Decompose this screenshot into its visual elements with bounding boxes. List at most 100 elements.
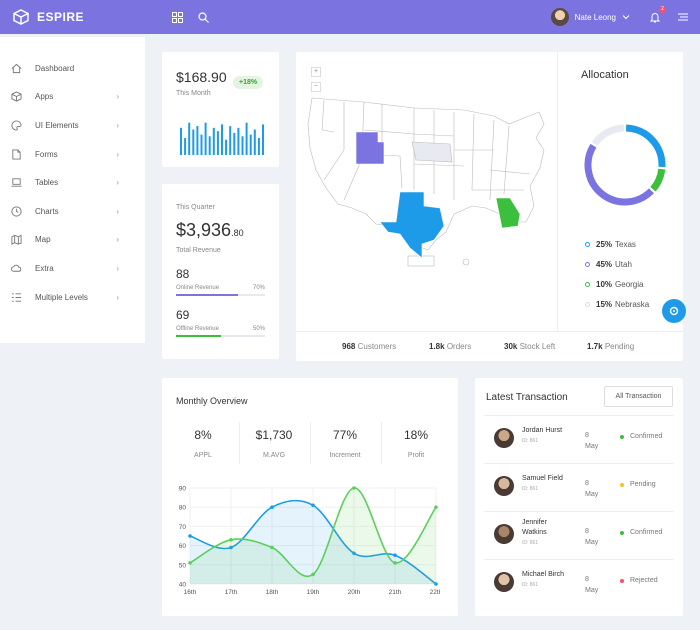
monthly-line-chart: 40 50 60 70 80 90 16th 17th 18th 19th 20th 21th 22th (179, 486, 440, 597)
stat-label: Stock Left (519, 342, 556, 351)
sidebar-item-label: Tables (35, 178, 59, 188)
sidebar-item-extra[interactable]: Extra › (0, 254, 145, 283)
user-avatar[interactable] (550, 8, 569, 26)
transaction-month: May (585, 443, 599, 450)
sidebar-item-map[interactable]: Map › (0, 226, 145, 255)
logo-cube-icon (13, 9, 29, 25)
month-bar (229, 126, 232, 155)
sidebar-item-multiple-levels[interactable]: Multiple Levels › (0, 283, 145, 312)
laptop-icon (11, 178, 22, 187)
sidebar-item-dashboard[interactable]: Dashboard (0, 54, 145, 83)
series-point (311, 503, 315, 508)
month-bar (192, 129, 195, 155)
settings-fab-button[interactable] (662, 299, 686, 323)
offline-revenue-progress (176, 335, 265, 337)
series-point (270, 505, 274, 509)
series-area-1 (190, 487, 436, 584)
month-bar (225, 139, 228, 155)
search-icon[interactable] (196, 10, 210, 24)
online-revenue-progress (176, 294, 265, 296)
transaction-id: ID: 861 (522, 540, 539, 546)
transaction-id: ID: 861 (522, 582, 539, 588)
transaction-status: Rejected (620, 577, 658, 584)
sidebar-item-apps[interactable]: Apps › (0, 83, 145, 112)
legend-item-georgia: 10% Georgia (585, 280, 643, 289)
stat-customers: 968 Customers (342, 342, 396, 351)
legend-dot (585, 262, 590, 267)
offline-revenue-progress-fill (176, 335, 221, 337)
quarter-amount-main: $3,936 (176, 220, 232, 240)
chevron-right-icon: › (116, 92, 119, 102)
month-bar (257, 138, 260, 155)
transaction-id: ID: 861 (522, 438, 539, 444)
transaction-name: Jennifer Watkins (522, 519, 547, 536)
menu-icon[interactable] (676, 10, 690, 24)
transaction-row[interactable]: Jordan Hurst ID: 861 8 May Confirmed (484, 415, 674, 463)
chevron-right-icon: › (116, 263, 119, 273)
grid-icon[interactable] (170, 10, 184, 24)
sidebar-item-forms[interactable]: Forms › (0, 140, 145, 169)
legend-item-texas: 25% Texas (585, 240, 636, 249)
online-revenue-label: Online Revenue (176, 285, 220, 291)
us-map[interactable] (304, 90, 554, 300)
transaction-avatar (494, 476, 514, 496)
transaction-day: 8 (585, 480, 589, 487)
x-tick-label: 16th (184, 589, 197, 596)
overview-stat-label: Profit (407, 452, 425, 459)
month-amount: $168.90 (176, 69, 227, 85)
stat-pending: 1.7k Pending (587, 342, 634, 351)
month-bar (184, 138, 187, 155)
zoom-out-button[interactable]: − (311, 82, 321, 92)
series-point (229, 538, 233, 542)
stat-value: 30k (504, 342, 518, 351)
user-name[interactable]: Nate Leong (574, 12, 616, 22)
chevron-right-icon: › (116, 206, 119, 216)
chevron-right-icon: › (116, 235, 119, 245)
monthly-overview-title: Monthly Overview (176, 396, 248, 406)
total-revenue-label: Total Revenue (176, 247, 221, 254)
overview-stat-appl: 8% APPL (167, 428, 239, 459)
series-area-0 (190, 500, 436, 584)
month-bar (249, 134, 252, 155)
series-point (393, 553, 397, 557)
zoom-in-button[interactable]: + (311, 67, 321, 77)
overview-stat-profit: 18% Profit (380, 428, 452, 459)
transaction-date: 8 May (585, 478, 598, 500)
status-label: Confirmed (630, 433, 663, 440)
all-transaction-button[interactable]: All Transaction (604, 386, 673, 407)
sidebar: Dashboard Apps › UI Elements › Forms › Tables › C… (0, 37, 145, 343)
stat-label: Customers (357, 342, 397, 351)
sidebar-item-tables[interactable]: Tables › (0, 168, 145, 197)
transaction-row[interactable]: Michael Birch ID: 861 8 May Rejected (484, 559, 674, 607)
transaction-row[interactable]: Samuel Field ID: 861 8 May Pending (484, 463, 674, 511)
transaction-row[interactable]: Jennifer Watkins ID: 861 8 May Confirmed (484, 511, 674, 559)
offline-revenue-percent: 50% (252, 326, 265, 332)
month-bar (253, 129, 256, 155)
legend-item-nebraska: 15% Nebraska (585, 300, 649, 309)
month-bar (208, 136, 211, 155)
map-icon (11, 234, 22, 246)
transactions-title: Latest Transaction (486, 392, 568, 403)
top-bar: ESPIRE Nate Leong 2 (0, 0, 700, 34)
stat-label: Pending (604, 342, 635, 351)
chevron-down-icon[interactable] (622, 14, 630, 20)
brand-name: ESPIRE (37, 10, 85, 24)
status-label: Pending (630, 481, 656, 488)
month-bar (262, 124, 264, 155)
month-bar (245, 122, 248, 155)
y-tick-label: 60 (179, 543, 187, 550)
transaction-date: 8 May (585, 526, 598, 548)
y-tick-label: 50 (179, 562, 187, 569)
x-tick-label: 22th (430, 589, 440, 596)
series-point (393, 561, 397, 565)
sidebar-item-ui-elements[interactable]: UI Elements › (0, 111, 145, 140)
overview-stat-label: M.AVG (262, 452, 286, 459)
bell-icon[interactable]: 2 (648, 6, 666, 24)
sidebar-item-charts[interactable]: Charts › (0, 197, 145, 226)
brand[interactable]: ESPIRE (13, 9, 158, 25)
quarter-label: This Quarter (176, 204, 215, 211)
y-tick-label: 90 (179, 486, 187, 493)
online-revenue-value: 88 (176, 267, 190, 281)
series-point (270, 545, 274, 550)
legend-name: Nebraska (615, 300, 650, 309)
